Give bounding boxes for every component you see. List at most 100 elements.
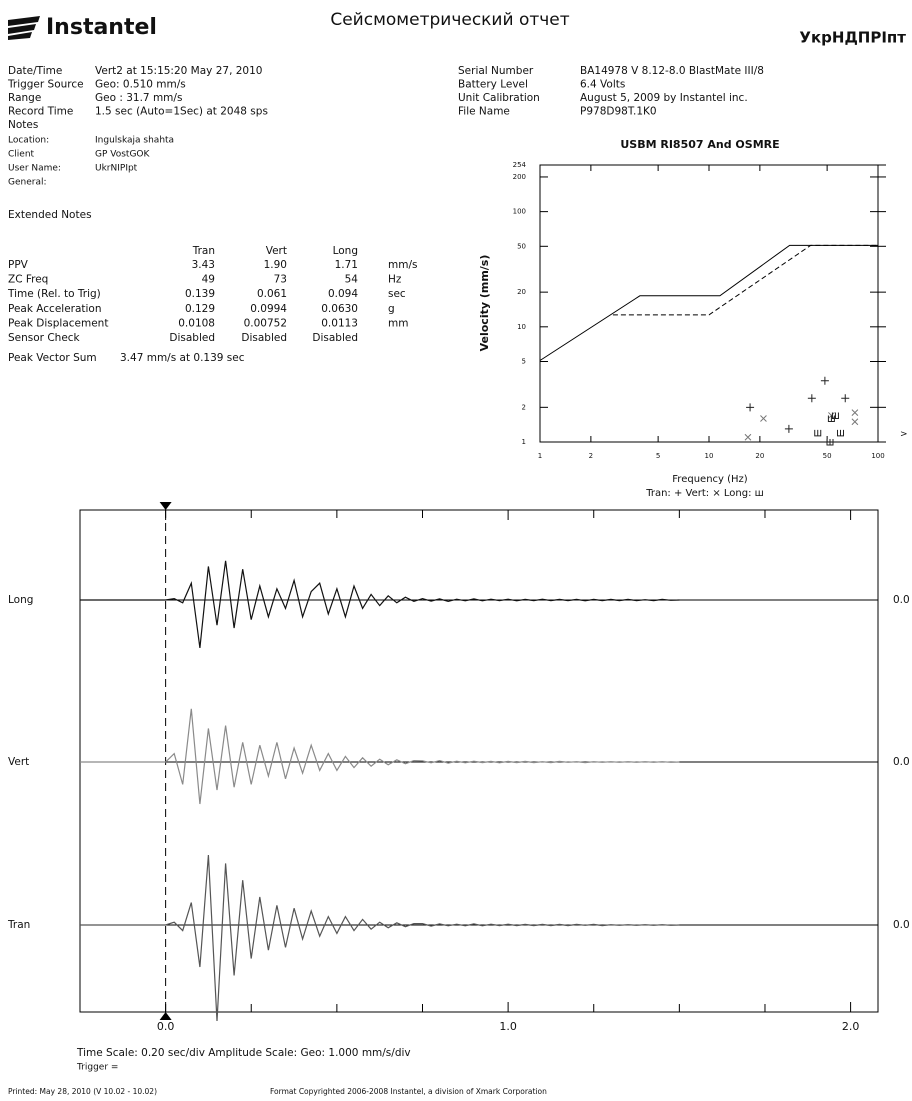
data-point bbox=[784, 424, 793, 433]
waveform bbox=[80, 708, 680, 805]
column-header: Long bbox=[333, 245, 358, 257]
column-header: Tran bbox=[192, 245, 215, 257]
info-value: Vert2 at 15:15:20 May 27, 2010 bbox=[95, 65, 262, 77]
cell: 0.061 bbox=[257, 288, 287, 300]
x-tick-label: 0.0 bbox=[157, 1020, 175, 1033]
column-header: Vert bbox=[266, 245, 287, 257]
unit: g bbox=[388, 303, 395, 315]
baseline-label: 0.0 bbox=[893, 756, 910, 768]
plot-frame bbox=[79, 509, 879, 1013]
cell: 73 bbox=[274, 274, 287, 286]
x-axis-label: Frequency (Hz) bbox=[672, 474, 748, 485]
trigger-marker bbox=[159, 502, 172, 510]
trace-label: Tran bbox=[7, 919, 30, 931]
cell: 0.129 bbox=[185, 303, 215, 315]
notes-title: Notes bbox=[8, 119, 38, 131]
y-tick-label: 50 bbox=[517, 242, 526, 250]
x-tick-label: 1.0 bbox=[499, 1020, 517, 1033]
data-point bbox=[760, 415, 767, 422]
info-value: P978D98T.1K0 bbox=[580, 106, 657, 118]
report-title: Сейсмометрический отчет bbox=[330, 10, 569, 30]
note-label: User Name: bbox=[8, 164, 61, 174]
cell: 0.0630 bbox=[321, 303, 358, 315]
cell: 54 bbox=[345, 274, 359, 286]
info-value: 1.5 sec (Auto=1Sec) at 2048 sps bbox=[95, 106, 268, 118]
cell: 0.00752 bbox=[244, 317, 287, 329]
cell: 0.094 bbox=[328, 288, 358, 300]
row-label: Peak Displacement bbox=[8, 317, 108, 329]
info-label: Serial Number bbox=[458, 65, 534, 77]
y-tick-label: 200 bbox=[513, 173, 526, 181]
data-point bbox=[820, 376, 829, 385]
data-point bbox=[746, 403, 755, 412]
note-value: Ingulskaja shahta bbox=[95, 136, 174, 146]
info-label: Unit Calibration bbox=[458, 92, 540, 104]
organization: УкрНДПРІпт bbox=[799, 29, 906, 47]
data-point bbox=[744, 433, 752, 441]
note-label: Location: bbox=[8, 136, 49, 146]
legend: Tran: + Vert: × Long: ш bbox=[645, 488, 764, 499]
info-label: Range bbox=[8, 92, 41, 104]
trace-label: Long bbox=[8, 594, 33, 606]
row-label: PPV bbox=[8, 259, 29, 271]
cell: Disabled bbox=[312, 332, 358, 344]
y-tick-label: 254 bbox=[513, 161, 527, 169]
logo-text: Instantel bbox=[46, 15, 157, 40]
info-value: August 5, 2009 by Instantel inc. bbox=[580, 92, 748, 104]
row-label: Time (Rel. to Trig) bbox=[7, 288, 101, 300]
data-point bbox=[841, 394, 850, 403]
cell: 3.43 bbox=[192, 259, 215, 271]
scale-note: Time Scale: 0.20 sec/div Amplitude Scale… bbox=[76, 1047, 411, 1059]
cell: 1.90 bbox=[264, 259, 287, 271]
info-label: File Name bbox=[458, 106, 510, 118]
y-tick-label: 5 bbox=[522, 357, 526, 365]
baseline-label: 0.0 bbox=[893, 919, 910, 931]
note-label: General: bbox=[8, 178, 47, 188]
note-label: Client bbox=[8, 150, 35, 160]
info-label: Date/Time bbox=[8, 65, 62, 77]
waveform bbox=[80, 560, 680, 648]
trigger-marker bbox=[159, 1012, 172, 1020]
plot-frame bbox=[539, 164, 879, 443]
info-value: Geo: 0.510 mm/s bbox=[95, 79, 186, 91]
cell: 0.139 bbox=[185, 288, 215, 300]
info-label: Record Time bbox=[8, 106, 73, 118]
y-tick-label: 2 bbox=[522, 403, 526, 411]
pvs-value: 3.47 mm/s at 0.139 sec bbox=[120, 352, 245, 364]
footer-printed: Printed: May 28, 2010 (V 10.02 - 10.02) bbox=[8, 1087, 157, 1096]
footer-copyright: Format Copyrighted 2006-2008 Instantel, … bbox=[270, 1087, 547, 1096]
data-point bbox=[828, 412, 835, 419]
cell: 0.0994 bbox=[250, 303, 287, 315]
limit-line bbox=[539, 244, 878, 361]
cell: 49 bbox=[202, 274, 215, 286]
cell: 1.71 bbox=[335, 259, 358, 271]
info-value: 6.4 Volts bbox=[580, 79, 625, 91]
unit: mm bbox=[388, 317, 408, 329]
row-label: ZC Freq bbox=[8, 274, 48, 286]
logo-icon bbox=[8, 16, 40, 40]
baseline-label: 0.0 bbox=[893, 594, 910, 606]
cell: Disabled bbox=[241, 332, 287, 344]
note-value: GP VostGOK bbox=[95, 150, 151, 160]
data-point bbox=[814, 429, 822, 437]
y-tick-label: 1 bbox=[522, 438, 526, 446]
x-tick-label: 2.0 bbox=[842, 1020, 860, 1033]
limit-line bbox=[612, 244, 878, 316]
extended-notes: Extended Notes bbox=[8, 209, 92, 221]
unit: sec bbox=[388, 288, 406, 300]
info-value: BA14978 V 8.12-8.0 BlastMate III/8 bbox=[580, 65, 764, 77]
x-tick-label: 20 bbox=[755, 452, 764, 460]
note-value: UkrNIPIpt bbox=[95, 164, 138, 174]
y-tick-label: 20 bbox=[517, 288, 526, 296]
overflow-label: > bbox=[900, 430, 908, 440]
x-tick-label: 2 bbox=[589, 452, 593, 460]
data-point bbox=[807, 394, 816, 403]
x-tick-label: 5 bbox=[656, 452, 660, 460]
x-tick-label: 50 bbox=[823, 452, 832, 460]
info-label: Trigger Source bbox=[7, 79, 84, 91]
cell: 0.0108 bbox=[178, 317, 215, 329]
row-label: Peak Acceleration bbox=[8, 303, 102, 315]
info-label: Battery Level bbox=[458, 79, 528, 91]
